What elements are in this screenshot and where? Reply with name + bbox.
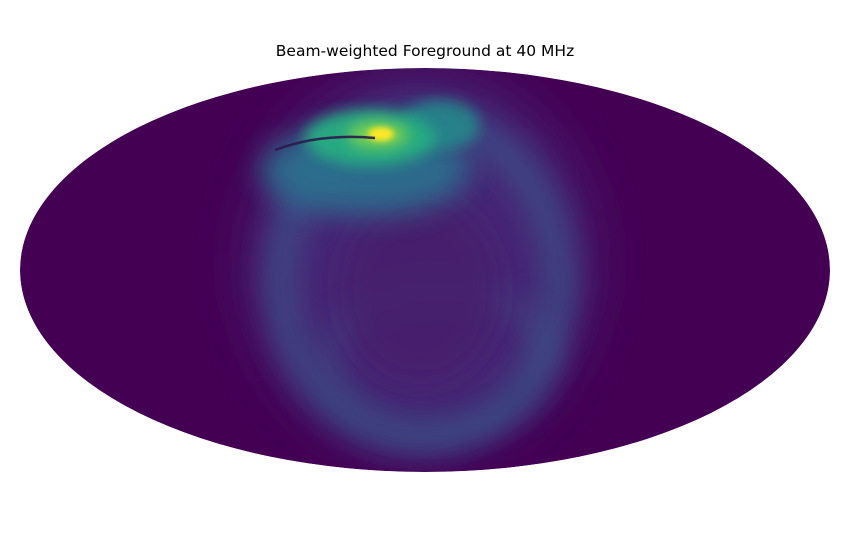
chart-title: Beam-weighted Foreground at 40 MHz <box>275 42 575 60</box>
dark-arc <box>274 135 376 152</box>
beam-interior <box>340 195 500 385</box>
